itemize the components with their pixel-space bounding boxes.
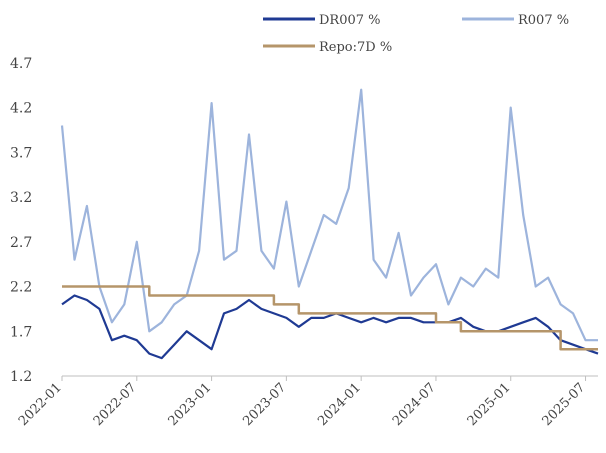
x-axis: 2022-01 2022-07 2023-01 2023-07 2024-01 2024-… xyxy=(16,376,588,429)
series-line-1 xyxy=(61,294,599,360)
x-tick-label: 2024-01 xyxy=(315,380,364,429)
y-tick-label: 4.2 xyxy=(10,101,32,117)
series-group xyxy=(60,88,599,360)
legend-label: Repo:7D % xyxy=(319,40,392,55)
x-tick-label: 2023-07 xyxy=(240,380,289,429)
legend-label: R007 % xyxy=(518,13,569,28)
y-tick-label: 3.7 xyxy=(10,145,32,161)
x-tick-label: 2023-01 xyxy=(166,380,215,429)
x-tick-label: 2025-07 xyxy=(540,380,589,429)
legend: DR007 % R007 % Repo:7D % xyxy=(263,13,569,55)
y-tick-label: 1.2 xyxy=(10,369,32,385)
x-tick-label: 2024-07 xyxy=(390,380,439,429)
x-tick-label: 2022-01 xyxy=(16,380,65,429)
y-tick-label: 2.7 xyxy=(10,235,32,251)
x-tick-label: 2022-07 xyxy=(91,380,140,429)
y-tick-label: 1.7 xyxy=(10,324,32,340)
series-line-2 xyxy=(60,88,598,342)
y-tick-label: 2.2 xyxy=(10,280,32,296)
series-line-3 xyxy=(62,285,598,351)
y-tick-label: 4.7 xyxy=(10,56,32,72)
y-tick-label: 3.2 xyxy=(10,190,32,206)
x-tick-label: 2025-01 xyxy=(465,380,514,429)
legend-label: DR007 % xyxy=(319,13,381,28)
y-axis: 1.2 1.7 2.2 2.7 3.2 3.7 4.2 4.7 xyxy=(10,56,32,385)
